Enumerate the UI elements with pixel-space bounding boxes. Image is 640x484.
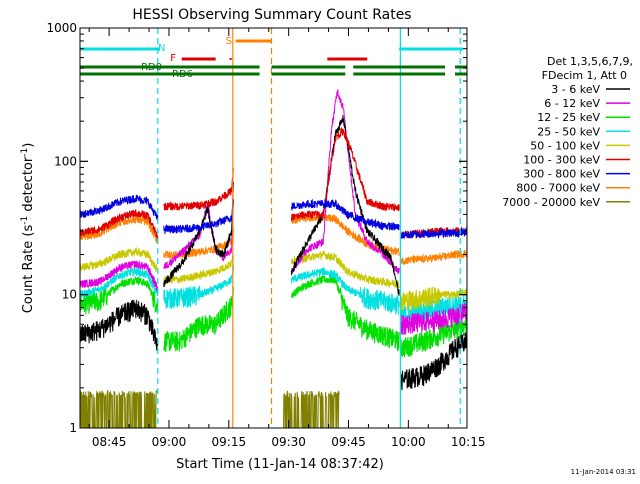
series-line-segment bbox=[80, 267, 159, 298]
series-line-segment bbox=[163, 255, 234, 284]
y-tick-label: 1 bbox=[69, 421, 77, 435]
x-tick-label: 10:00 bbox=[391, 435, 426, 449]
series-line-segment bbox=[400, 286, 467, 312]
vline-layer bbox=[157, 28, 461, 428]
flag-marker-dot bbox=[229, 58, 232, 60]
series-line-segment bbox=[290, 274, 400, 352]
series-line-segment bbox=[400, 302, 467, 335]
y-tick-label: 10 bbox=[62, 288, 77, 302]
series-line-segment bbox=[290, 198, 400, 231]
plot-frame bbox=[79, 27, 468, 429]
y-tick-label: 100 bbox=[54, 154, 77, 168]
series-line-segment bbox=[163, 228, 234, 259]
series-line-segment bbox=[80, 260, 159, 293]
series-line-segment bbox=[80, 194, 159, 221]
footer-date: 11-Jan-2014 03:31 bbox=[571, 468, 636, 476]
legend-header-decimation: FDecim 1, Att 0 bbox=[542, 69, 627, 82]
legend: Det 1,3,5,6,7,9, FDecim 1, Att 0 3 - 6 k… bbox=[502, 55, 633, 209]
series-line-segment bbox=[290, 126, 400, 222]
legend-entry-label: 300 - 800 keV bbox=[523, 168, 600, 181]
y-tick-label: 1000 bbox=[46, 21, 77, 35]
series-line-segment bbox=[290, 250, 400, 289]
series-100-300-kev bbox=[80, 126, 467, 240]
flag-label-s: S bbox=[226, 36, 232, 47]
series-50-100-kev bbox=[80, 246, 467, 312]
series-line-segment bbox=[400, 227, 467, 240]
x-tick-label: 08:45 bbox=[92, 435, 127, 449]
x-tick-label: 09:30 bbox=[271, 435, 306, 449]
series-line-segment bbox=[163, 287, 234, 353]
series-line-segment bbox=[163, 199, 234, 235]
x-axis-label: Start Time (11-Jan-14 08:37:42) bbox=[176, 457, 384, 472]
series-7000-20000-kev bbox=[80, 389, 340, 428]
legend-entry-label: 12 - 25 keV bbox=[537, 111, 600, 124]
y-axis: 1 10 100 1000 bbox=[46, 21, 467, 435]
legend-header-detectors: Det 1,3,5,6,7,9, bbox=[547, 55, 633, 68]
legend-entry-label: 800 - 7000 keV bbox=[516, 182, 600, 195]
legend-entry-label: 100 - 300 keV bbox=[523, 154, 600, 167]
flag-label-n: N bbox=[158, 43, 165, 54]
flag-label-rd0: RD0 bbox=[141, 62, 162, 73]
series-line-segment bbox=[400, 318, 467, 358]
chart-title: HESSI Observing Summary Count Rates bbox=[132, 7, 411, 23]
series-line-segment bbox=[163, 182, 234, 287]
series-line-segment bbox=[400, 332, 467, 391]
series-12-25-kev bbox=[80, 274, 467, 358]
series-line-segment bbox=[290, 267, 400, 315]
series-layer bbox=[80, 89, 467, 428]
series-line-segment bbox=[282, 390, 340, 428]
legend-entry-label: 7000 - 20000 keV bbox=[502, 196, 600, 209]
flag-label-rd6: RD6 bbox=[172, 69, 193, 80]
series-line-segment bbox=[80, 389, 159, 428]
flag-label-f: F bbox=[170, 53, 176, 64]
flag-layer: NF S RD0 RD6 bbox=[80, 36, 467, 80]
series-25-50-kev bbox=[80, 265, 467, 326]
x-tick-label: 09:45 bbox=[331, 435, 366, 449]
series-line-segment bbox=[400, 250, 467, 265]
series-line-segment bbox=[80, 299, 159, 351]
series-line-segment bbox=[80, 209, 159, 240]
series-300-800-kev bbox=[80, 194, 467, 240]
series-line-segment bbox=[163, 265, 234, 309]
x-axis: 08:45 09:00 09:15 09:30 09:45 10:00 10:15 bbox=[88, 28, 486, 449]
legend-entry-label: 25 - 50 keV bbox=[537, 125, 600, 138]
legend-entry-label: 50 - 100 keV bbox=[530, 139, 600, 152]
series-800-7000-kev bbox=[80, 212, 467, 265]
x-tick-label: 09:00 bbox=[152, 435, 187, 449]
y-axis-label: Count Rate (s-1 detector-1) bbox=[20, 143, 36, 314]
legend-entry-label: 6 - 12 keV bbox=[544, 97, 600, 110]
series-line-segment bbox=[80, 276, 159, 315]
x-tick-label: 09:15 bbox=[212, 435, 247, 449]
series-line-segment bbox=[163, 167, 234, 211]
legend-entry-label: 3 - 6 keV bbox=[551, 83, 600, 96]
x-tick-label: 10:15 bbox=[451, 435, 486, 449]
series-line-segment bbox=[80, 246, 159, 273]
